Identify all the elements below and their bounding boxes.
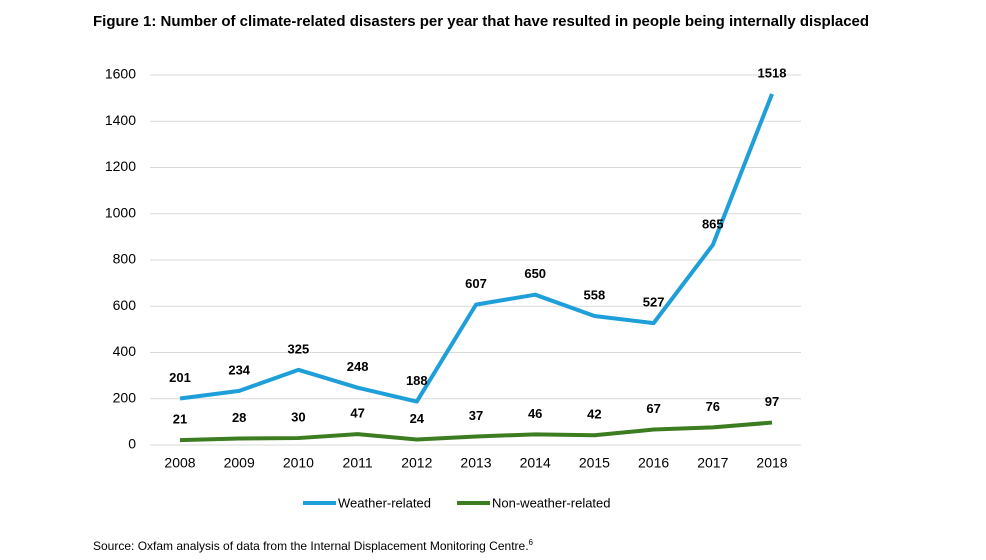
value-label: 558 bbox=[584, 287, 606, 302]
value-label: 46 bbox=[528, 406, 542, 421]
x-tick-label: 2013 bbox=[460, 455, 491, 471]
value-label: 325 bbox=[288, 341, 310, 356]
y-tick-label: 400 bbox=[113, 343, 137, 359]
value-label: 188 bbox=[406, 373, 428, 388]
legend-label: Non-weather-related bbox=[492, 495, 611, 510]
footnote-mark: 6 bbox=[528, 538, 533, 547]
x-tick-label: 2014 bbox=[520, 455, 551, 471]
x-tick-label: 2010 bbox=[283, 455, 314, 471]
x-tick-label: 2018 bbox=[756, 455, 787, 471]
chart-title: Figure 1: Number of climate-related disa… bbox=[93, 13, 870, 30]
value-label: 21 bbox=[173, 412, 187, 427]
series-line bbox=[179, 93, 774, 404]
value-label: 76 bbox=[706, 399, 720, 414]
value-label: 527 bbox=[643, 295, 665, 310]
x-tick-label: 2009 bbox=[224, 455, 255, 471]
y-tick-label: 1000 bbox=[105, 204, 136, 220]
value-label: 42 bbox=[587, 407, 601, 422]
y-tick-label: 1200 bbox=[105, 158, 136, 174]
value-label: 37 bbox=[469, 408, 483, 423]
source-note: Source: Oxfam analysis of data from the … bbox=[93, 538, 533, 553]
x-tick-label: 2017 bbox=[697, 455, 728, 471]
value-label: 30 bbox=[291, 410, 305, 425]
value-label: 97 bbox=[765, 394, 779, 409]
value-label: 1518 bbox=[758, 65, 787, 80]
value-label: 24 bbox=[410, 411, 425, 426]
y-tick-label: 0 bbox=[128, 436, 136, 452]
source-text: Source: Oxfam analysis of data from the … bbox=[93, 539, 529, 553]
value-label: 248 bbox=[347, 359, 369, 374]
value-label: 28 bbox=[232, 410, 246, 425]
x-tick-label: 2016 bbox=[638, 455, 669, 471]
value-label: 865 bbox=[702, 216, 724, 231]
y-tick-label: 600 bbox=[113, 297, 137, 313]
value-label: 67 bbox=[646, 401, 660, 416]
y-tick-label: 200 bbox=[113, 389, 137, 405]
y-tick-label: 800 bbox=[113, 251, 137, 267]
value-label: 234 bbox=[228, 362, 250, 377]
value-label: 607 bbox=[465, 276, 487, 291]
series-line bbox=[179, 420, 773, 443]
x-tick-label: 2011 bbox=[343, 455, 373, 471]
x-tick-label: 2008 bbox=[164, 455, 195, 471]
value-label: 650 bbox=[524, 266, 546, 281]
y-tick-label: 1400 bbox=[105, 112, 136, 128]
value-label: 47 bbox=[350, 406, 364, 421]
x-tick-label: 2015 bbox=[579, 455, 610, 471]
legend-label: Weather-related bbox=[338, 495, 431, 510]
value-label: 201 bbox=[169, 370, 191, 385]
x-tick-label: 2012 bbox=[401, 455, 432, 471]
y-tick-label: 1600 bbox=[105, 66, 136, 82]
